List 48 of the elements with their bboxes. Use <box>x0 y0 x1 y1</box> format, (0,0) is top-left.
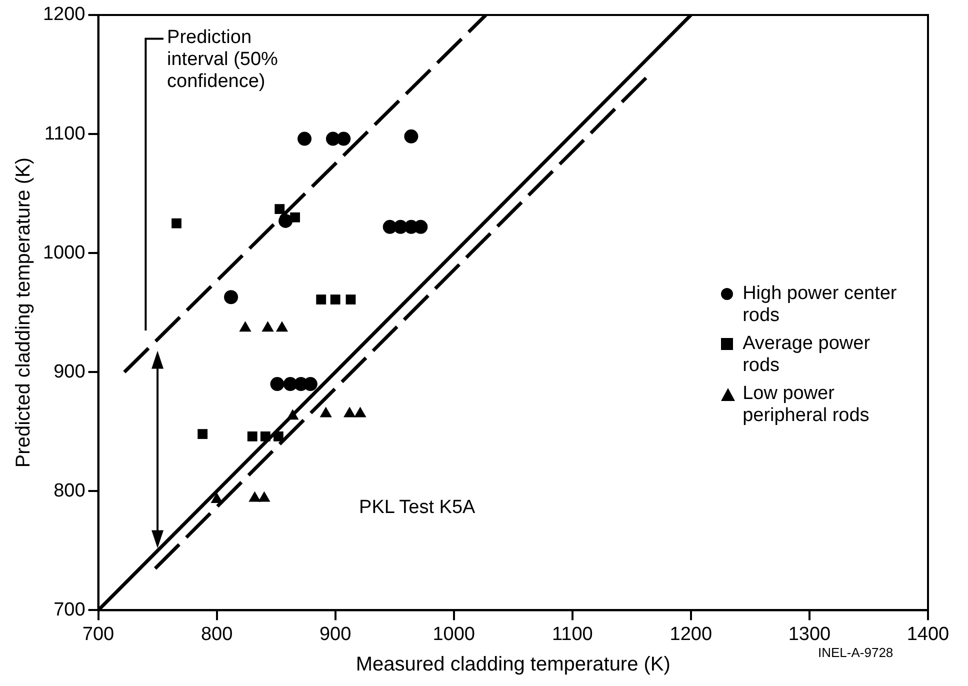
y-tick-label: 1100 <box>44 123 86 144</box>
legend-label: Average power rods <box>742 332 872 377</box>
y-tick-label: 800 <box>54 480 86 502</box>
point <box>210 492 223 503</box>
point <box>198 429 208 439</box>
x-axis-title: Measured cladding temperature (K) <box>356 654 670 676</box>
annotation: PKL Test K5A <box>359 497 476 520</box>
point <box>262 321 274 332</box>
y-axis-title: Predicted cladding temperature (K) <box>12 158 35 468</box>
point <box>316 294 326 304</box>
point <box>343 406 356 418</box>
point <box>274 204 285 214</box>
point <box>330 294 340 304</box>
x-tick-label: 1000 <box>432 624 476 645</box>
x-tick-label: 900 <box>319 624 352 645</box>
y-tick-label: 1200 <box>42 4 86 26</box>
annotation: Prediction interval (50% confidence) <box>167 26 279 93</box>
point <box>224 290 238 304</box>
point <box>336 132 351 146</box>
legend-label: Low power peripheral rods <box>742 382 870 427</box>
legend-label: High power center rods <box>742 282 898 327</box>
point <box>258 491 270 502</box>
x-tick-label: 1300 <box>788 624 831 645</box>
point <box>273 431 284 442</box>
point <box>404 129 418 144</box>
x-tick-label: 1100 <box>552 624 593 645</box>
y-tick-label: 700 <box>54 599 86 620</box>
point <box>239 321 252 332</box>
text: INEL-A-9728 <box>818 645 894 660</box>
point <box>354 406 366 418</box>
point <box>278 214 293 228</box>
y-tick-label: 1000 <box>42 242 86 264</box>
point <box>320 406 332 418</box>
x-tick-label: 1200 <box>670 624 712 645</box>
point <box>270 377 284 392</box>
point <box>260 431 270 442</box>
point <box>172 218 182 228</box>
point <box>276 321 288 332</box>
x-tick-label: 700 <box>82 624 114 645</box>
point <box>247 431 258 442</box>
x-tick-label: 1400 <box>906 624 950 645</box>
point <box>248 491 261 502</box>
x-tick-label: 800 <box>200 624 233 645</box>
point <box>346 294 356 304</box>
point <box>414 220 428 234</box>
point <box>286 409 299 420</box>
point <box>298 132 312 146</box>
y-tick-label: 900 <box>54 361 86 382</box>
